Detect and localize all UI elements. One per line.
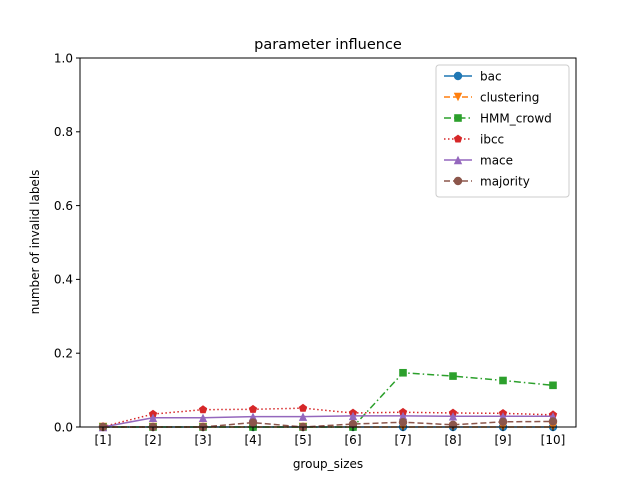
data-point bbox=[148, 413, 158, 422]
x-tick-label: [10] bbox=[541, 433, 566, 447]
legend-item: HMM_crowd bbox=[444, 112, 552, 126]
y-tick-label: 0.6 bbox=[54, 199, 73, 213]
legend-marker bbox=[453, 134, 463, 143]
data-point bbox=[448, 412, 458, 421]
legend-label: ibcc bbox=[480, 133, 504, 147]
x-axis-label: group_sizes bbox=[293, 457, 363, 471]
legend-marker bbox=[453, 71, 463, 81]
data-point bbox=[348, 411, 358, 421]
data-point bbox=[398, 418, 408, 427]
legend-marker bbox=[453, 176, 463, 186]
series-line bbox=[102, 415, 553, 428]
data-point bbox=[398, 411, 408, 421]
legend-label: clustering bbox=[480, 91, 539, 105]
y-tick-label: 0.4 bbox=[54, 273, 73, 287]
legend-item: majority bbox=[444, 175, 530, 189]
data-point bbox=[248, 418, 258, 427]
series-mace bbox=[98, 411, 558, 432]
x-tick-label: [7] bbox=[395, 433, 412, 447]
legend-box bbox=[435, 64, 570, 198]
legend-item: bac bbox=[444, 70, 502, 84]
data-point bbox=[298, 412, 308, 421]
x-tick-label: [8] bbox=[445, 433, 462, 447]
y-axis-label: number of invalid labels bbox=[28, 170, 42, 315]
legend-label: mace bbox=[480, 154, 513, 168]
data-point bbox=[399, 368, 407, 377]
data-point bbox=[298, 403, 308, 412]
legend-marker bbox=[454, 114, 462, 122]
series-line bbox=[102, 407, 554, 428]
x-tick-label: [6] bbox=[345, 433, 362, 447]
x-tick-label: [9] bbox=[495, 433, 512, 447]
data-point bbox=[499, 376, 507, 385]
data-point bbox=[449, 372, 457, 380]
data-point bbox=[248, 404, 258, 413]
legend-item: ibcc bbox=[444, 133, 504, 147]
legend-marker bbox=[453, 92, 463, 102]
x-tick-label: [5] bbox=[295, 433, 312, 447]
data-point bbox=[348, 419, 358, 429]
data-point bbox=[198, 405, 208, 414]
data-point bbox=[248, 412, 258, 421]
legend-item: clustering bbox=[444, 91, 539, 105]
y-tick-label: 0.8 bbox=[54, 125, 73, 139]
legend-item: mace bbox=[444, 154, 513, 168]
data-point bbox=[548, 417, 558, 426]
y-tick-label: 0.2 bbox=[54, 347, 73, 361]
x-tick-label: [4] bbox=[245, 433, 262, 447]
plot-frame bbox=[79, 57, 577, 428]
legend-marker bbox=[453, 155, 463, 165]
x-tick-label: [3] bbox=[195, 433, 212, 447]
data-point bbox=[498, 417, 508, 427]
chart-title: parameter influence bbox=[254, 37, 402, 53]
legend-label: bac bbox=[480, 70, 502, 84]
data-point bbox=[549, 381, 557, 390]
x-tick-label: [1] bbox=[95, 433, 112, 447]
y-tick-label: 1.0 bbox=[54, 51, 73, 65]
legend-label: majority bbox=[480, 175, 530, 189]
data-point bbox=[198, 413, 208, 422]
x-tick-label: [2] bbox=[145, 433, 162, 447]
y-tick-label: 0.0 bbox=[54, 420, 73, 434]
legend-label: HMM_crowd bbox=[480, 112, 552, 126]
